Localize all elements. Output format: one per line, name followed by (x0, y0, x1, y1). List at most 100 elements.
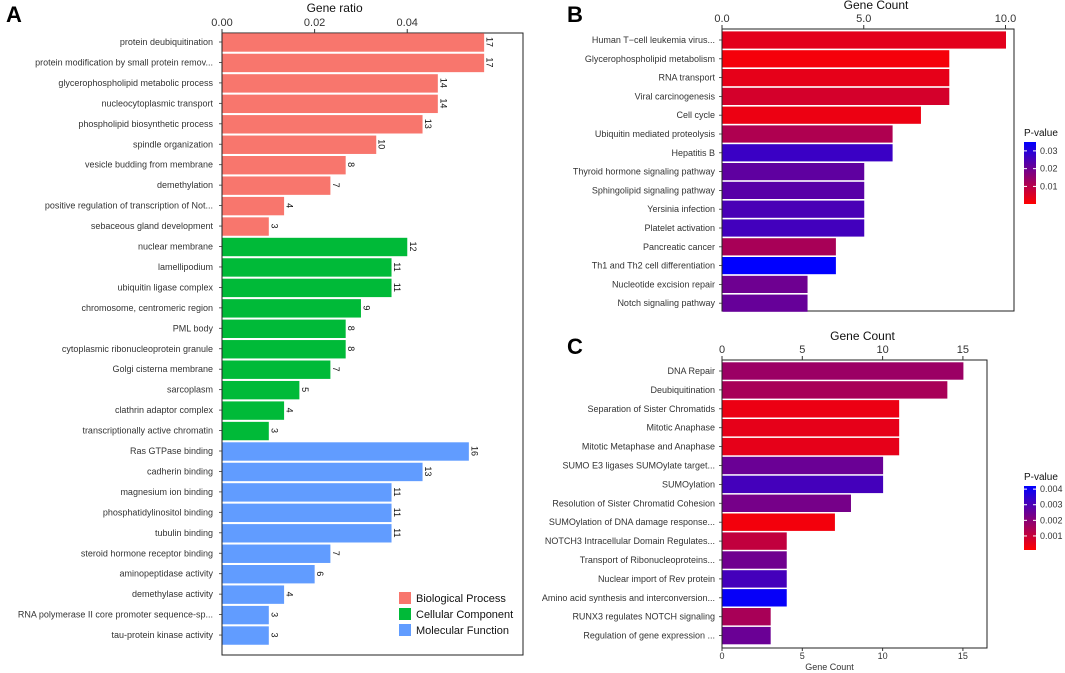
category-label-a: phospholipid biosynthetic process (78, 119, 213, 129)
colorbar-tick-label-c: 0.001 (1040, 531, 1063, 541)
panel-letter-b: B (567, 2, 583, 27)
category-label-a: nuclear membrane (138, 242, 213, 252)
value-label-a: 17 (485, 57, 495, 67)
bar-b (722, 163, 865, 181)
category-label-c: Nuclear import of Rev protein (598, 574, 715, 584)
category-label-a: sarcoplasm (167, 385, 213, 395)
category-label-c: Regulation of gene expression ... (583, 631, 715, 641)
category-label-c: SUMOylation (662, 479, 715, 489)
x-axis-title-c: Gene Count (830, 329, 895, 343)
category-label-c: Mitotic Anaphase (646, 423, 715, 433)
category-label-b: Pancreatic cancer (643, 242, 715, 252)
bar-a (222, 176, 331, 195)
colorbar-tick-label-c: 0.003 (1040, 500, 1063, 510)
bar-a (222, 442, 469, 461)
bar-b (722, 31, 1006, 49)
x-tick-label-c: 0 (719, 344, 725, 356)
bar-b (722, 294, 808, 312)
category-label-a: lamellipodium (158, 262, 213, 272)
category-label-a: RNA polymerase II core promoter sequence… (18, 610, 213, 620)
bar-c (722, 494, 851, 512)
category-label-a: transcriptionally active chromatin (82, 426, 213, 436)
value-label-a: 4 (285, 408, 295, 413)
bar-b (722, 238, 836, 256)
bar-a (222, 237, 408, 257)
x-tick-label-c: 15 (957, 344, 969, 356)
value-label-a: 6 (315, 571, 325, 576)
colorbar-tick-label-b: 0.01 (1040, 181, 1058, 191)
colorbar-tick-label-b: 0.02 (1040, 164, 1058, 174)
colorbar-tick-label-b: 0.03 (1040, 146, 1058, 156)
bar-a (222, 421, 269, 441)
category-label-c: Separation of Sister Chromatids (587, 404, 715, 414)
bar-a (222, 462, 423, 482)
category-label-a: sebaceous gland development (91, 221, 214, 231)
value-label-a: 3 (269, 224, 279, 229)
value-label-a: 14 (438, 78, 448, 88)
legend-label-a: Biological Process (416, 593, 506, 605)
category-label-c: SUMOylation of DNA damage response... (549, 517, 715, 527)
category-label-c: Amino acid synthesis and interconversion… (542, 593, 715, 603)
category-label-a: chromosome, centromeric region (81, 303, 213, 313)
panel-letter-a: A (6, 2, 22, 27)
value-label-a: 13 (423, 466, 433, 476)
bar-c (722, 551, 787, 569)
bar-a (222, 585, 285, 604)
category-label-a: ubiquitin ligase complex (117, 282, 213, 292)
bar-b (722, 50, 950, 68)
value-label-a: 4 (285, 592, 295, 597)
x-tick-label-a: 0.04 (397, 17, 418, 29)
value-label-a: 3 (269, 633, 279, 638)
category-label-a: demethylase activity (132, 589, 214, 599)
value-label-a: 11 (392, 487, 402, 496)
bar-b (722, 219, 865, 237)
x-tick-label-c: 5 (799, 344, 805, 356)
category-label-a: demethylation (157, 180, 213, 190)
bar-c (722, 437, 900, 456)
bar-a (222, 544, 331, 563)
x-tick-label-a: 0.00 (211, 17, 232, 29)
bar-c (722, 362, 964, 380)
category-label-a: tubulin binding (155, 528, 213, 538)
bar-b (722, 257, 836, 275)
chart-c: Gene Count 0 5 10 15 0 5 10 15 Gene Count DNA Repa… (542, 329, 1063, 672)
category-label-c: DNA Repair (667, 366, 715, 376)
category-label-a: Ras GTPase binding (130, 446, 213, 456)
legend-label-a: Cellular Component (416, 609, 513, 621)
bar-a (222, 33, 485, 52)
bar-b (722, 125, 893, 143)
bar-a (222, 196, 285, 216)
value-label-a: 7 (331, 367, 341, 372)
chart-a: Gene ratio 0.00 0.02 0.04 protein deubiquiti… (18, 1, 524, 656)
colorbar-title-b: P-value (1024, 128, 1058, 139)
bar-a (222, 258, 392, 277)
value-label-a: 11 (392, 528, 402, 537)
bar-b (722, 181, 865, 199)
bar-b (722, 106, 921, 124)
legend-label-a: Molecular Function (416, 625, 509, 637)
x-tick-label-b: 10.0 (995, 13, 1016, 25)
value-label-a: 16 (469, 446, 479, 456)
value-label-a: 7 (331, 183, 341, 188)
value-label-a: 17 (485, 37, 495, 47)
value-label-a: 11 (392, 262, 402, 271)
category-label-b: Viral carcinogenesis (635, 91, 716, 101)
category-label-b: Nucleotide excision repair (612, 279, 715, 289)
bar-a (222, 524, 392, 543)
x-tick-label-a: 0.02 (304, 17, 325, 29)
category-label-c: Transport of Ribonucleoproteins... (580, 555, 715, 565)
category-label-a: cytoplasmic ribonucleoprotein granule (62, 344, 213, 354)
bar-a (222, 503, 392, 523)
colorbar-title-c: P-value (1024, 472, 1058, 483)
x-tick-label-b: 0.0 (714, 13, 729, 25)
category-label-b: Yersinia infection (647, 204, 715, 214)
bar-a (222, 135, 377, 154)
category-label-a: protein modification by small protein re… (35, 57, 213, 67)
bar-a (222, 483, 392, 502)
value-label-a: 5 (300, 387, 310, 392)
bar-c (722, 608, 771, 626)
category-label-b: Platelet activation (644, 223, 715, 233)
colorbar-tick-label-c: 0.004 (1040, 484, 1063, 494)
x-tick-label-bottom-c: 10 (878, 651, 888, 661)
